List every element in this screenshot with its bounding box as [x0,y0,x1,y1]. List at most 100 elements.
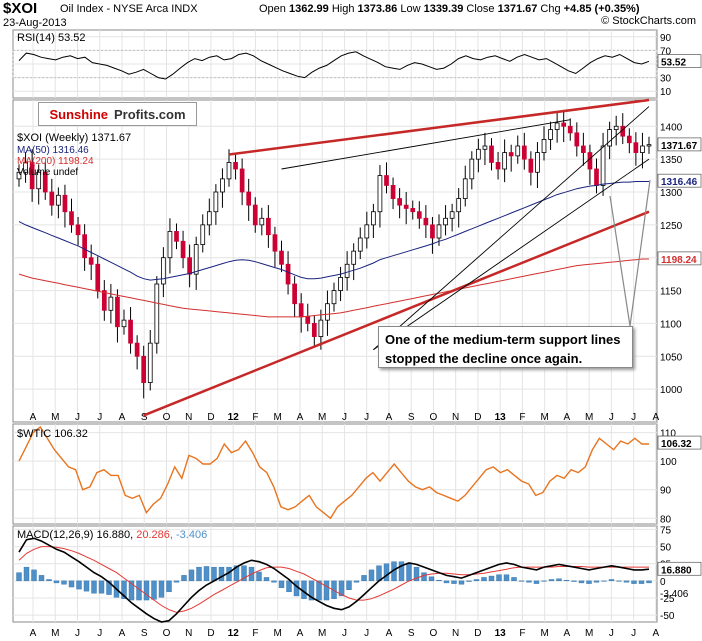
logo-part-sunshine: Sunshine [49,106,108,122]
candle-body [338,277,343,291]
low-label: Low [400,3,421,15]
ma50-last-value-box [657,173,702,188]
candle-body [69,211,74,226]
x-tick-label: D [474,412,481,423]
x-tick-label: S [408,628,415,639]
wtic-y-tick-label: 90 [660,486,672,497]
x-tick-label: 12 [228,412,240,423]
x-tick-label: M [540,628,548,639]
macd-hist-bar [548,579,555,582]
x-tick-label: J [97,628,102,639]
candle-body [515,145,521,157]
high-label: High [331,3,355,15]
macd-y-tick-label: -25 [660,594,675,605]
macd-hist-bar [481,577,487,582]
rsi-y-tick-label: 10 [660,87,672,98]
candle-body [134,342,140,357]
candle-body [266,217,271,236]
x-tick-label: D [207,628,214,639]
price-title: $XOI (Weekly) 1371.67 [17,132,131,144]
macd-hist-bar [98,580,105,594]
candle-body [535,152,540,173]
wtic-y-tick-label: 80 [660,514,672,525]
macd-hist-bar [83,580,90,592]
candle-body [36,171,42,190]
macd-hist-bar [76,580,82,590]
macd-hist-bar [263,577,270,582]
macd-hist-bar [601,580,607,582]
x-tick-label: J [75,412,80,423]
x-tick-label: S [141,412,148,423]
wtic-line [18,425,649,520]
wtic-y-tick-label: 110 [660,429,676,440]
macd-hist-bar [563,579,570,582]
stockcharts-credit[interactable]: © StockCharts.com [601,15,696,27]
panel-frame-macd [12,525,658,623]
wtic-y-tick-label: 100 [660,457,677,468]
candle-body [298,303,304,318]
macd-hist-bar [608,579,615,582]
candle-body [462,178,468,199]
price-last-value: 1371.67 [661,141,698,152]
open-value: 1362.99 [288,3,329,15]
macd-hist-bar [646,580,652,584]
x-tick-label: J [631,412,636,423]
x-tick-label: M [318,412,326,423]
macd-hist-bar [488,575,495,582]
x-tick-label: A [297,412,304,423]
candle-body [364,224,370,239]
candle-body [390,185,396,199]
rsi-last-value-box [657,54,702,68]
wtic-last-value: 106.32 [661,439,692,450]
candle-body [640,145,645,153]
candle-body [23,162,28,173]
panel-frame-wtic [12,423,658,525]
macd-hist-bar [541,580,547,582]
ma50-line [18,181,649,281]
trend-support-red [143,210,650,417]
macd-hist-bar [383,563,390,582]
macd-hist-bar [526,580,532,583]
candle-body [633,142,639,153]
macd-hist-bar [518,580,525,582]
candle-body [252,204,258,226]
candle-body [397,198,402,206]
candle-body [449,211,455,219]
x-tick-label: M [274,412,282,423]
candle-body [594,168,599,186]
macd-hist-bar [346,580,352,590]
x-tick-label: M [51,412,59,423]
x-tick-label: A [653,412,660,423]
macd-hist-bar [166,580,172,593]
candle-body [587,152,593,170]
candle-body [581,145,586,153]
symbol-title: $XOI [3,0,38,17]
x-tick-label: A [386,628,393,639]
candle-body [508,152,514,157]
candle-body [213,191,219,213]
rsi-last-value: 53.52 [661,58,686,69]
macd-hist-bar [368,569,375,582]
x-tick-label: O [163,412,171,423]
legend-ma50: MA(50) 1316.46 [17,145,89,156]
macd-line [18,537,650,623]
macd-hist-bar [46,579,52,582]
ma200-last-value-box [657,251,702,266]
x-tick-label: J [609,628,614,639]
x-tick-label: N [452,412,459,423]
macd-last-value: 16.880 [661,565,692,576]
macd-hist-bar [61,580,67,585]
macd-hist-bar [466,580,472,582]
x-tick-label: A [297,628,304,639]
x-tick-label: J [97,412,102,423]
macd-hist-bar [31,569,37,582]
rsi-line [18,51,650,80]
macd-hist-bar [211,566,217,582]
candle-body [95,263,101,291]
candle-body [115,296,120,328]
macd-hist-bar [53,580,60,584]
candle-body [259,217,265,226]
price-last-value-box [657,137,702,152]
x-tick-label: J [631,628,636,639]
macd-hist-bar [38,575,45,582]
